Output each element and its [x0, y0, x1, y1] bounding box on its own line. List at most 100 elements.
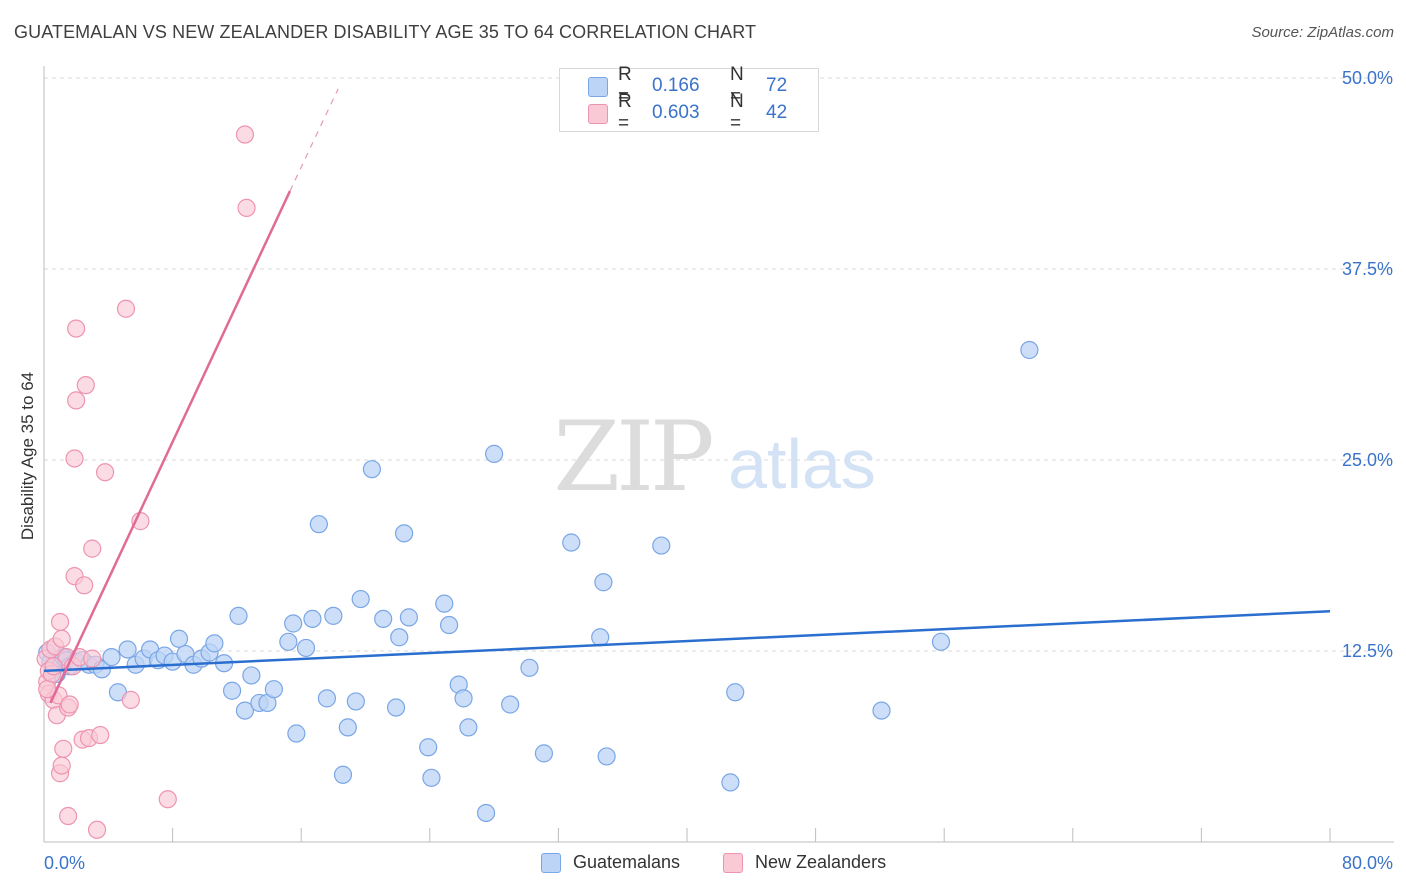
- axes: [43, 66, 1394, 843]
- guatemalan-point: [520, 658, 539, 677]
- guatemalan-point: [454, 689, 473, 708]
- guatemalan-point: [390, 628, 409, 647]
- guatemalan-point: [296, 638, 316, 658]
- new-zealander-point: [59, 806, 78, 826]
- new-zealander-point: [121, 690, 140, 709]
- x-tick-label: 0.0%: [44, 853, 85, 873]
- new-zealander-point: [52, 756, 71, 775]
- guatemalan-point: [324, 606, 343, 625]
- guatemalan-point: [333, 765, 353, 784]
- legend-n-value: 42: [766, 102, 788, 123]
- guatemalan-point: [229, 606, 248, 625]
- new-zealander-point: [67, 391, 86, 410]
- new-zealander-point: [87, 820, 107, 839]
- new-zealander-point: [95, 463, 115, 482]
- new-zealander-point: [158, 790, 177, 809]
- legend-swatch-blue: [588, 77, 608, 97]
- new-zealander-point: [67, 319, 86, 338]
- bottom-legend-label: New Zealanders: [755, 852, 887, 872]
- legend-r-label: R =: [618, 64, 632, 107]
- correlation-legend: R = 0.166 N = 72 R = 0.603 N = 42: [559, 64, 819, 134]
- guatemalan-point: [386, 698, 406, 717]
- new-zealander-point: [237, 198, 256, 217]
- new-zealander-point: [91, 725, 110, 745]
- guatemalan-point: [422, 768, 441, 787]
- guatemalan-point: [594, 573, 613, 592]
- y-tick-label: 12.5%: [1342, 641, 1393, 661]
- guatemalan-point: [287, 724, 306, 743]
- new-zealander-point: [60, 695, 79, 714]
- y-tick-label: 50.0%: [1342, 68, 1393, 88]
- new-zealanders-points: [36, 125, 256, 839]
- legend-r-label: R =: [618, 91, 632, 134]
- new-zealander-point: [52, 629, 71, 648]
- watermark-zip: ZIP: [553, 401, 712, 513]
- guatemalan-point: [264, 680, 283, 699]
- guatemalan-point: [439, 615, 459, 635]
- guatemalan-point: [118, 640, 137, 659]
- new-zealander-point: [83, 649, 102, 668]
- guatemalan-point: [435, 594, 454, 613]
- new-zealander-point: [65, 449, 84, 468]
- guatemalan-point: [351, 589, 370, 609]
- guatemalans-points: [38, 340, 1039, 823]
- new-zealander-point: [50, 612, 70, 632]
- guatemalan-point: [102, 648, 121, 667]
- new-zealander-point: [44, 657, 63, 676]
- watermark-atlas: atlas: [728, 425, 876, 503]
- guatemalan-point: [652, 536, 671, 555]
- guatemalan-point: [309, 515, 328, 534]
- guatemalan-point: [317, 689, 337, 708]
- new-zealanders-trend-extension: [289, 88, 339, 192]
- legend-r-value: 0.166: [652, 75, 700, 96]
- new-zealander-point: [235, 125, 255, 144]
- guatemalan-point: [562, 533, 581, 552]
- guatemalan-point: [721, 773, 740, 792]
- new-zealander-point: [76, 376, 95, 395]
- y-tick-label: 37.5%: [1342, 259, 1393, 279]
- guatemalan-point: [399, 608, 419, 627]
- guatemalan-point: [346, 692, 365, 711]
- legend-n-value: 72: [766, 75, 788, 96]
- guatemalan-point: [338, 718, 357, 737]
- guatemalan-point: [726, 683, 745, 702]
- x-tick-label: 80.0%: [1342, 853, 1393, 873]
- guatemalan-point: [169, 629, 189, 648]
- guatemalan-point: [279, 632, 298, 651]
- source-label: Source: ZipAtlas.com: [1251, 24, 1394, 41]
- guatemalan-point: [485, 444, 504, 463]
- chart-title: GUATEMALAN VS NEW ZEALANDER DISABILITY A…: [14, 22, 757, 42]
- tick-labels: 12.5% 25.0% 37.5% 50.0% 0.0% 80.0%: [44, 68, 1393, 873]
- new-zealander-point: [54, 739, 73, 758]
- guatemalan-point: [419, 738, 438, 757]
- new-zealanders-trend-line: [49, 190, 292, 704]
- guatemalan-point: [284, 614, 303, 633]
- new-zealander-point: [75, 576, 94, 595]
- watermark: ZIP atlas: [553, 401, 876, 513]
- guatemalan-point: [872, 701, 891, 720]
- guatemalan-point: [459, 718, 478, 737]
- y-tick-label: 25.0%: [1342, 450, 1393, 470]
- guatemalan-point: [242, 666, 261, 685]
- guatemalan-point: [235, 701, 255, 720]
- bottom-legend-label: Guatemalans: [573, 852, 681, 872]
- bottom-legend-swatch-pink: [723, 853, 743, 873]
- legend-swatch-pink: [588, 104, 608, 124]
- trend-lines: [43, 88, 1331, 704]
- new-zealander-point: [83, 539, 102, 558]
- guatemalan-point: [597, 747, 616, 766]
- guatemalan-point: [222, 681, 242, 700]
- bottom-legend-swatch-blue: [541, 853, 561, 873]
- guatemalan-point: [501, 695, 520, 714]
- guatemalan-point: [476, 803, 496, 823]
- guatemalans-trend-line: [43, 610, 1331, 673]
- legend-n-label: N =: [730, 64, 744, 107]
- guatemalan-point: [303, 609, 322, 629]
- guatemalan-point: [362, 460, 382, 479]
- guatemalan-point: [931, 632, 951, 651]
- guatemalan-point: [1020, 340, 1039, 360]
- guatemalan-point: [534, 744, 554, 763]
- guatemalan-point: [394, 524, 414, 543]
- guatemalan-point: [591, 628, 610, 647]
